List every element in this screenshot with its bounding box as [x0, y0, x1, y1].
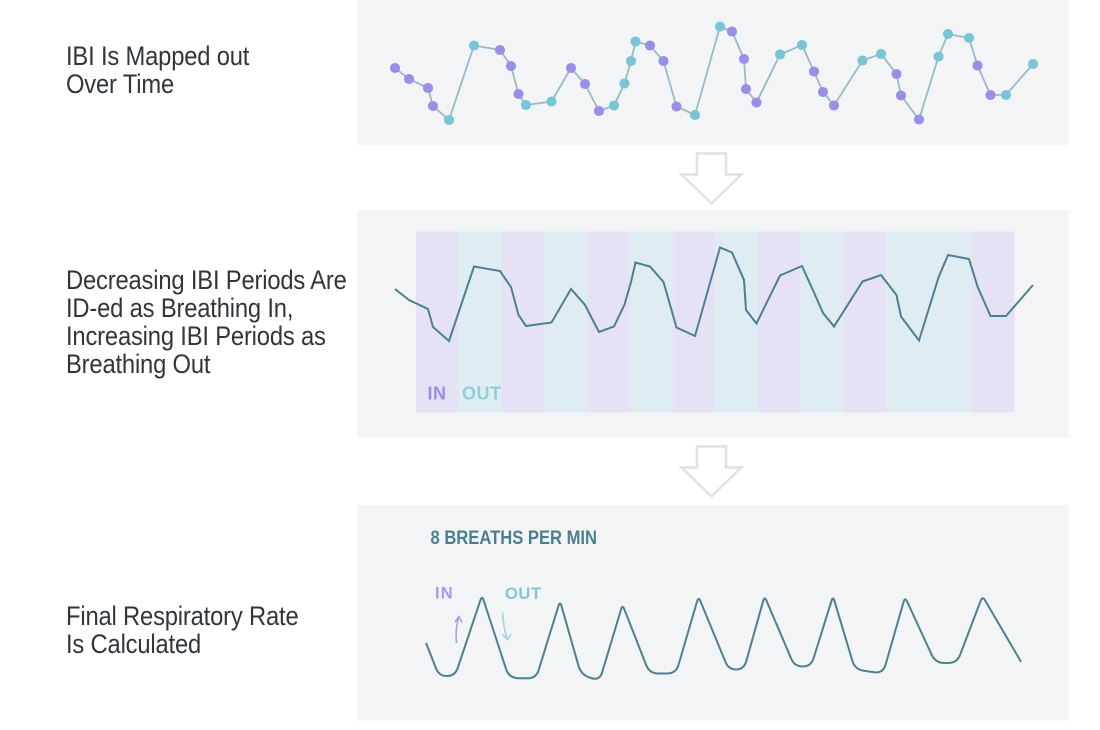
svg-text:OUT: OUT	[505, 585, 542, 603]
svg-text:8 BREATHS PER MIN: 8 BREATHS PER MIN	[431, 528, 598, 549]
svg-text:IN: IN	[428, 384, 447, 404]
svg-text:IN: IN	[435, 585, 454, 603]
svg-text:OUT: OUT	[462, 384, 502, 404]
